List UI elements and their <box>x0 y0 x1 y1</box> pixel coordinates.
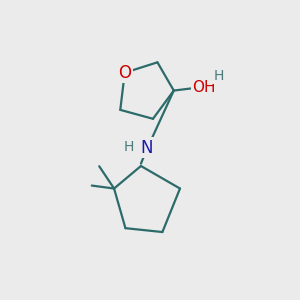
Text: OH: OH <box>192 80 215 95</box>
Text: H: H <box>124 140 134 154</box>
Text: O: O <box>118 64 131 82</box>
Text: N: N <box>140 139 153 157</box>
Text: H: H <box>213 69 224 83</box>
